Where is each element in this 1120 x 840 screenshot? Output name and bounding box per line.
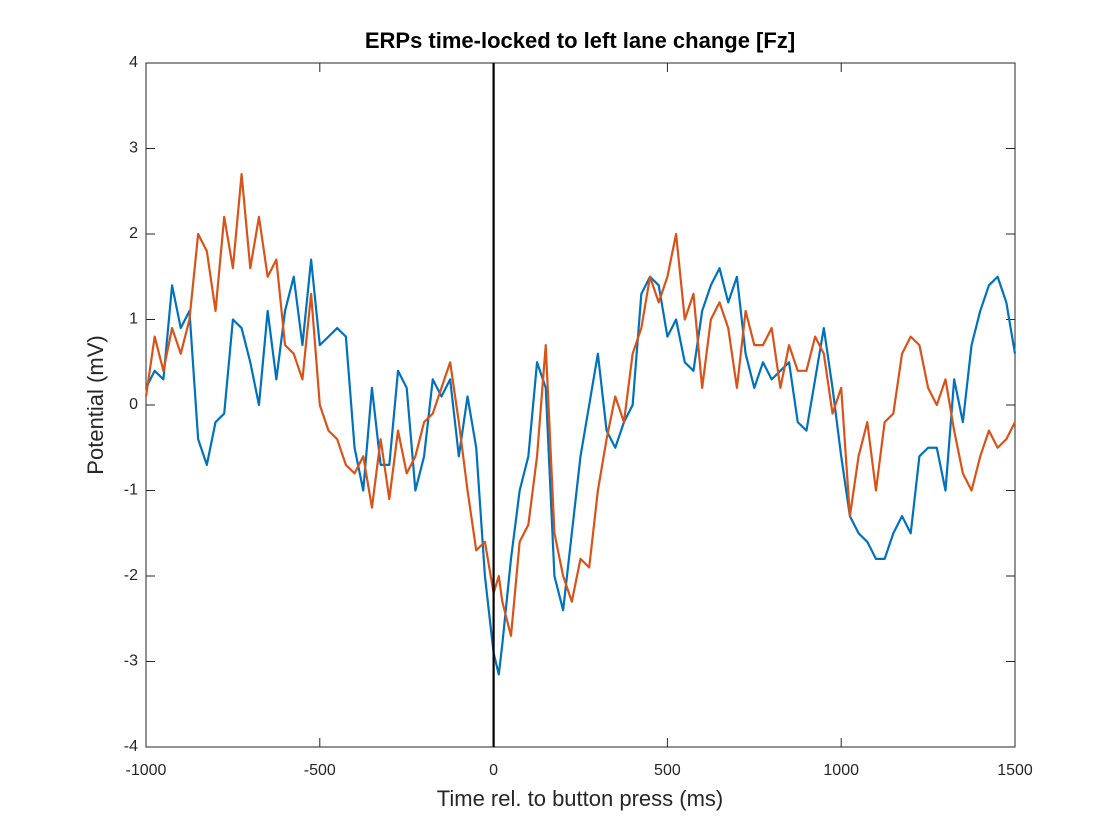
x-tick-label: 1500 — [997, 762, 1033, 779]
y-axis-label: Potential (mV) — [83, 335, 108, 474]
y-tick-label: 3 — [129, 140, 138, 157]
y-tick-label: -2 — [124, 567, 138, 584]
plot-frame — [145, 62, 1016, 748]
chart-title: ERPs time-locked to left lane change [Fz… — [365, 28, 795, 53]
x-tick-label: 500 — [654, 762, 681, 779]
y-tick-label: 0 — [129, 396, 138, 413]
y-tick-label: -3 — [124, 653, 138, 670]
x-tick-label: 1000 — [823, 762, 859, 779]
y-tick-label: 4 — [129, 54, 138, 71]
series-line — [145, 258, 1017, 676]
x-tick-label: 0 — [489, 762, 498, 779]
x-axis-label: Time rel. to button press (ms) — [437, 786, 723, 811]
y-tick-label: 2 — [129, 225, 138, 242]
y-tick-label: 1 — [129, 311, 138, 328]
y-tick-label: -4 — [124, 738, 138, 755]
x-tick-label: -500 — [304, 762, 336, 779]
y-tick-label: -1 — [124, 482, 138, 499]
series-line — [144, 173, 1016, 637]
x-tick-label: -1000 — [126, 762, 167, 779]
